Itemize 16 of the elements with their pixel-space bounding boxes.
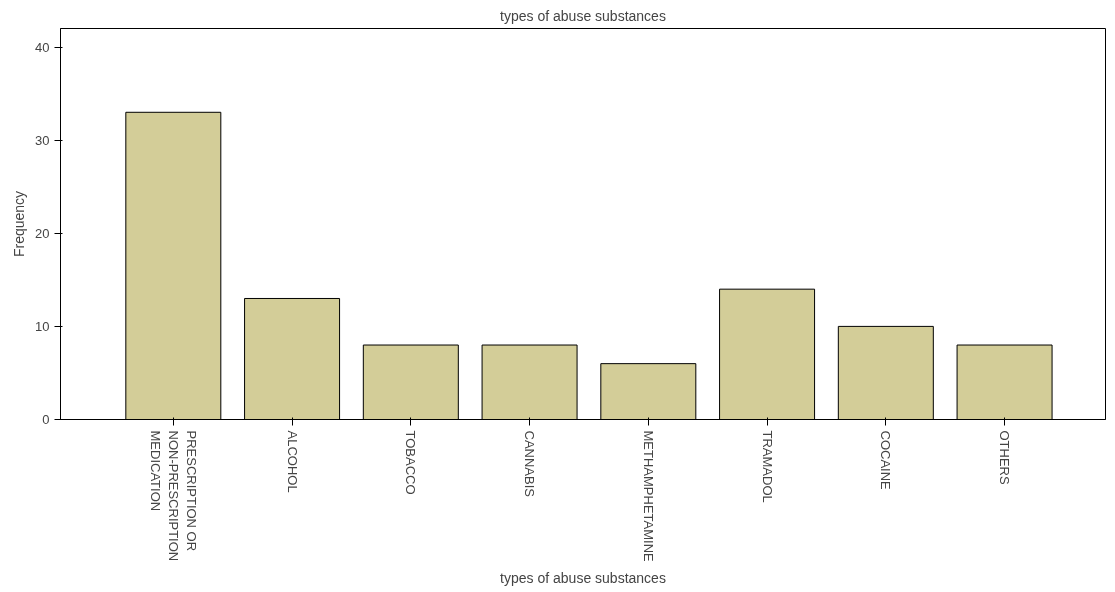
y-axis-title: Frequency bbox=[11, 190, 28, 258]
x-tick-label: CANNABIS bbox=[522, 430, 538, 498]
y-tick-label: 10 bbox=[35, 318, 50, 334]
chart-title: types of abuse substances bbox=[500, 7, 666, 24]
x-tick-label: OTHERS bbox=[997, 430, 1013, 485]
y-tick-label: 20 bbox=[35, 225, 50, 241]
x-tick-label: PRESCRIPTION OR NON-PRESCRIPTION MEDICATION bbox=[147, 430, 199, 562]
x-axis-title: types of abuse substances bbox=[500, 569, 666, 586]
y-tick-label: 40 bbox=[35, 39, 50, 55]
y-tick-label: 30 bbox=[35, 132, 50, 148]
x-tick-label: ALCOHOL bbox=[284, 430, 300, 493]
x-tick-label: METHAMPHETAMINE bbox=[640, 430, 656, 563]
x-tick-label: COCAINE bbox=[878, 430, 894, 491]
y-tick-label: 0 bbox=[42, 412, 50, 427]
x-tick-label: TOBACCO bbox=[403, 430, 419, 495]
x-tick-label: TRAMADOL bbox=[759, 430, 775, 503]
